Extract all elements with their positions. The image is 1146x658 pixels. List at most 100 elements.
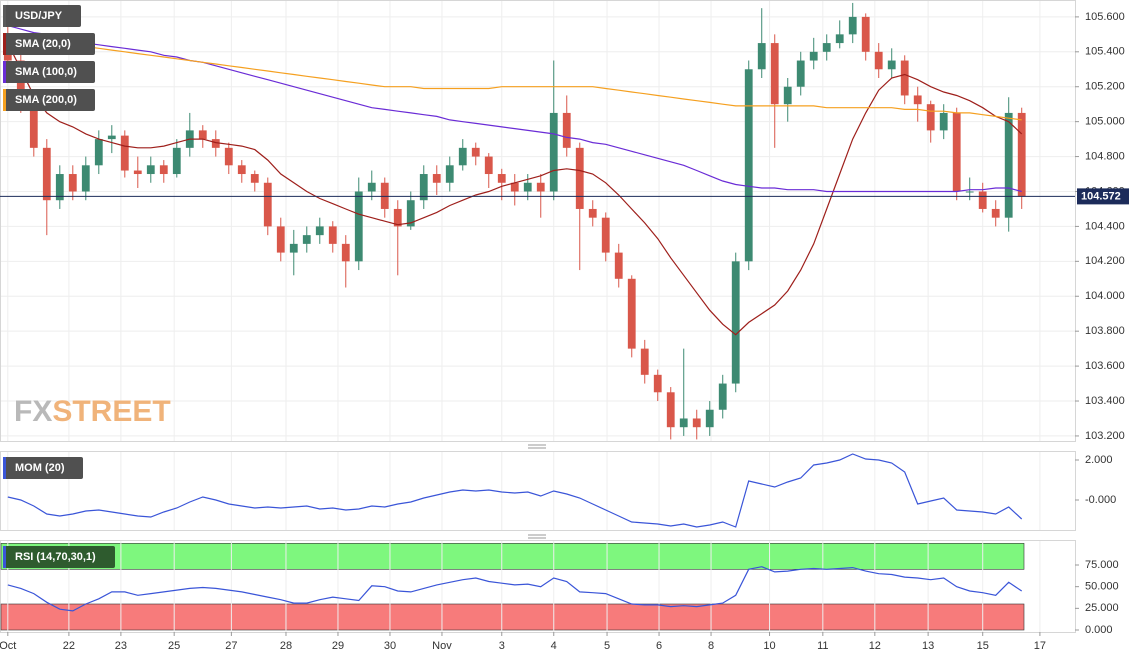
y-tick-label: 105.000 xyxy=(1085,116,1125,128)
y-tick-label: 105.600 xyxy=(1085,11,1125,23)
candle-body xyxy=(744,69,753,262)
candle-body xyxy=(666,392,675,428)
candle-body xyxy=(653,374,662,393)
legend-swatch xyxy=(3,89,6,111)
candle-body xyxy=(133,170,142,175)
x-tick-label: 30 xyxy=(384,640,396,652)
candle-body xyxy=(328,226,337,244)
last-price-label: 104.572 xyxy=(1081,190,1121,202)
watermark-part: FX xyxy=(14,395,52,428)
y-tick-label: 0.000 xyxy=(1085,624,1113,636)
candle-body xyxy=(393,208,402,227)
candle-body xyxy=(952,112,961,192)
candle-body xyxy=(575,147,584,209)
candle-body xyxy=(848,16,857,35)
y-tick-label: 103.200 xyxy=(1085,430,1125,442)
candle-body xyxy=(42,147,51,201)
candle-body xyxy=(913,95,922,105)
candle-body xyxy=(445,165,454,183)
candle-body xyxy=(250,174,259,183)
last-price-box xyxy=(1077,188,1129,205)
candle-body xyxy=(1004,112,1013,218)
x-tick-label: 29 xyxy=(332,640,344,652)
candle-body xyxy=(29,104,38,148)
candle-body xyxy=(224,147,233,166)
candle-body xyxy=(107,135,116,140)
candle-body xyxy=(718,383,727,410)
legend-swatch xyxy=(3,546,6,568)
candle-body xyxy=(939,112,948,131)
candle-body xyxy=(120,135,129,171)
x-tick-label: 12 xyxy=(869,640,881,652)
legend-swatch xyxy=(3,5,6,27)
candle-body xyxy=(237,165,246,175)
legend-label: MOM (20) xyxy=(15,462,65,474)
candle-body xyxy=(705,409,714,428)
candle-body xyxy=(822,43,831,52)
line-series xyxy=(7,25,1022,193)
candle-body xyxy=(601,217,610,253)
watermark: FXSTREET xyxy=(14,395,171,428)
candle-body xyxy=(55,174,64,201)
candle-body xyxy=(835,34,844,44)
legend-label: RSI (14,70,30,1) xyxy=(15,551,96,563)
candle-body xyxy=(770,43,779,105)
y-tick-label: 104.200 xyxy=(1085,255,1125,267)
legend-box xyxy=(3,89,95,111)
candle-body xyxy=(692,418,701,428)
x-tick-label: 27 xyxy=(225,640,237,652)
line-series xyxy=(7,566,1023,612)
candle-body xyxy=(484,156,493,175)
candle-body xyxy=(458,147,467,166)
line-series xyxy=(7,33,1022,121)
legend-box xyxy=(3,61,95,83)
x-tick-label: 15 xyxy=(977,640,989,652)
candle-body xyxy=(263,182,272,227)
x-tick-label: 23 xyxy=(115,640,127,652)
candle-body xyxy=(289,243,298,253)
x-tick-label: 5 xyxy=(604,640,610,652)
y-tick-label: 104.800 xyxy=(1085,150,1125,162)
y-tick-label: 104.000 xyxy=(1085,290,1125,302)
candle-body xyxy=(757,43,766,70)
y-tick-label: 105.200 xyxy=(1085,81,1125,93)
legend-label: USD/JPY xyxy=(15,10,63,22)
candle-body xyxy=(172,147,181,175)
candle-body xyxy=(874,51,883,70)
candle-body xyxy=(965,191,974,193)
legend-box xyxy=(3,33,95,55)
x-tick-label: 10 xyxy=(763,640,775,652)
candle-body xyxy=(588,208,597,218)
candle-body xyxy=(991,208,1000,218)
candle-body xyxy=(81,165,90,192)
panel-frame xyxy=(0,451,1076,531)
y-tick-label: 103.600 xyxy=(1085,360,1125,372)
candle-body xyxy=(900,60,909,96)
candle-body xyxy=(536,182,545,192)
legend-label: SMA (100,0) xyxy=(15,66,77,78)
x-tick-label: 11 xyxy=(817,640,828,652)
candle-body xyxy=(809,51,818,61)
candle-body xyxy=(549,112,558,192)
rsi-band xyxy=(0,603,1025,631)
legend-box xyxy=(3,457,83,479)
x-tick-label: 4 xyxy=(551,640,557,652)
x-tick-label: 28 xyxy=(280,640,292,652)
x-tick-label: 8 xyxy=(708,640,714,652)
candle-body xyxy=(523,182,532,192)
x-tick-label: 6 xyxy=(656,640,662,652)
watermark-part: STREET xyxy=(52,395,170,428)
candle-body xyxy=(146,165,155,175)
candle-body xyxy=(1017,112,1026,197)
legend-label: SMA (200,0) xyxy=(15,94,77,106)
candle-body xyxy=(471,147,480,157)
legend-swatch xyxy=(3,457,6,479)
candle-body xyxy=(497,174,506,183)
y-tick-label: 2.000 xyxy=(1085,454,1113,466)
x-tick-label: Nov xyxy=(432,640,452,652)
x-tick-label: 22 xyxy=(63,640,75,652)
y-tick-label: 104.400 xyxy=(1085,220,1125,232)
y-tick-label: 50.000 xyxy=(1085,581,1119,593)
